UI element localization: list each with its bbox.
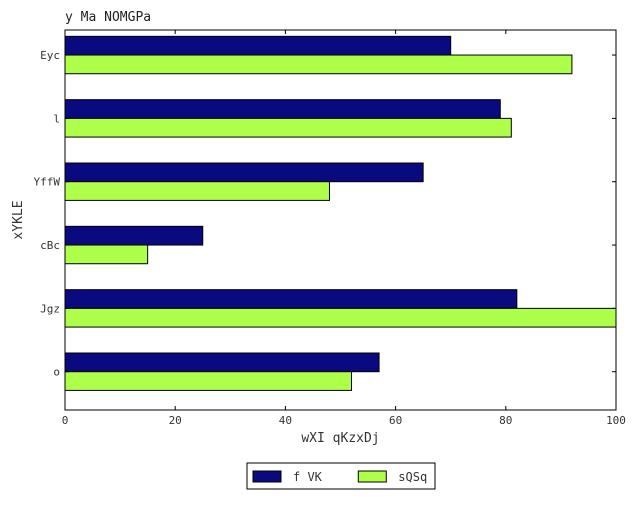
- bar-sQSq-Jgz: [64, 307, 617, 328]
- y-ticks-group: o Jgz cBc YffW l Eyc: [34, 49, 616, 379]
- bar-sQSq-YffW: [64, 181, 330, 201]
- y-tick-label: l: [53, 112, 60, 125]
- bar-f-VK-YffW: [64, 162, 424, 183]
- plot-area: 0 20 40 60 80 100 o Jgz cBc YffW l Eyc: [34, 29, 626, 427]
- bar-f-VK-Jgz: [64, 289, 518, 309]
- bar-sQSq-cBc: [64, 244, 149, 265]
- x-ticks-group: 0 20 40 60 80 100: [62, 30, 626, 427]
- x-tick-label: 60: [389, 414, 402, 427]
- legend-label: sQSq: [398, 470, 427, 484]
- x-tick-label: 80: [499, 414, 512, 427]
- x-tick-label: 20: [169, 414, 182, 427]
- x-tick-label: 0: [62, 414, 69, 427]
- bar-f-VK-o: [64, 352, 380, 373]
- y-tick-label: Eyc: [40, 49, 60, 62]
- bar-sQSq-o: [64, 371, 353, 391]
- chart-title: y Ma NOMGPa: [65, 10, 151, 25]
- legend-swatch-f-VK: [252, 470, 282, 483]
- legend: f VK sQSq: [246, 462, 436, 490]
- bar-f-VK-l: [64, 99, 501, 119]
- legend-swatch-sQSq: [357, 470, 387, 483]
- y-tick-label: YffW: [34, 176, 61, 189]
- bar-sQSq-l: [64, 117, 512, 138]
- bar-sQSq-Eyc: [64, 54, 573, 75]
- legend-label: f VK: [293, 470, 323, 484]
- bar-f-VK-Eyc: [64, 35, 452, 56]
- y-axis-label: xYKLE: [11, 200, 26, 239]
- x-axis-label: wXI qKzxDj: [301, 431, 379, 446]
- x-tick-label: 40: [279, 414, 292, 427]
- plot-frame: [64, 29, 617, 411]
- y-tick-label: Jgz: [40, 302, 60, 315]
- bar-f-VK-cBc: [64, 225, 204, 246]
- x-tick-label: 100: [606, 414, 626, 427]
- y-tick-label: cBc: [40, 239, 60, 252]
- bars-group: [64, 35, 617, 391]
- y-tick-label: o: [53, 366, 60, 379]
